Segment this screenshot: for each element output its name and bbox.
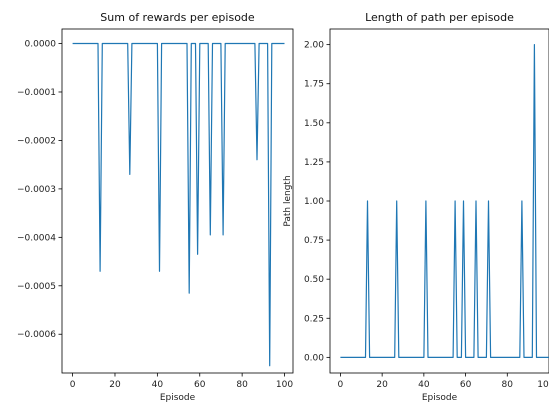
plot-frame	[61, 28, 294, 374]
x-tick-label: 10	[537, 380, 549, 390]
series-line	[72, 42, 285, 367]
path-length-chart: Length of path per episode 0.00 0.25 0.50 0.…	[283, 11, 549, 403]
x-tick-label: 0	[70, 380, 76, 390]
chart-title: Sum of rewards per episode	[100, 11, 255, 24]
y-tick-label: 0.25	[304, 314, 324, 324]
x-tick-label: 0	[338, 380, 344, 390]
x-tick-label: 20	[376, 380, 388, 390]
series-line	[340, 43, 549, 358]
y-tick-label: −0.0006	[17, 330, 56, 340]
y-tick-label: 1.50	[304, 119, 324, 129]
y-tick-label: −0.0001	[17, 88, 56, 98]
y-tick-label: 1.75	[304, 80, 324, 90]
y-tick-label: 0.0000	[25, 40, 57, 50]
y-axis-label: Path length	[283, 175, 293, 226]
y-tick-label: 1.00	[304, 197, 324, 207]
y-tick-label: 0.50	[304, 275, 324, 285]
x-axis-label: Episode	[422, 393, 458, 403]
y-tick-label: −0.0002	[17, 136, 56, 146]
y-tick-label: 0.00	[304, 353, 324, 363]
plot-frame	[329, 28, 549, 374]
x-tick-label: 80	[236, 380, 248, 390]
x-tick-label: 100	[276, 380, 293, 390]
x-tick-label: 60	[460, 380, 472, 390]
y-tick-label: 2.00	[304, 41, 324, 51]
y-tick-label: −0.0004	[17, 233, 56, 243]
chart-title: Length of path per episode	[365, 11, 514, 24]
rewards-chart: Sum of rewards per episode 0.0000 −0.0001 −…	[17, 11, 294, 403]
x-tick-label: 20	[109, 380, 121, 390]
y-tick-label: 0.75	[304, 236, 324, 246]
y-tick-label: −0.0005	[17, 282, 56, 292]
x-tick-label: 60	[194, 380, 206, 390]
x-tick-label: 80	[502, 380, 514, 390]
y-tick-label: −0.0003	[17, 185, 56, 195]
x-tick-label: 40	[152, 380, 164, 390]
x-axis-label: Episode	[160, 393, 196, 403]
y-tick-label: 1.25	[304, 158, 324, 168]
x-tick-label: 40	[418, 380, 430, 390]
